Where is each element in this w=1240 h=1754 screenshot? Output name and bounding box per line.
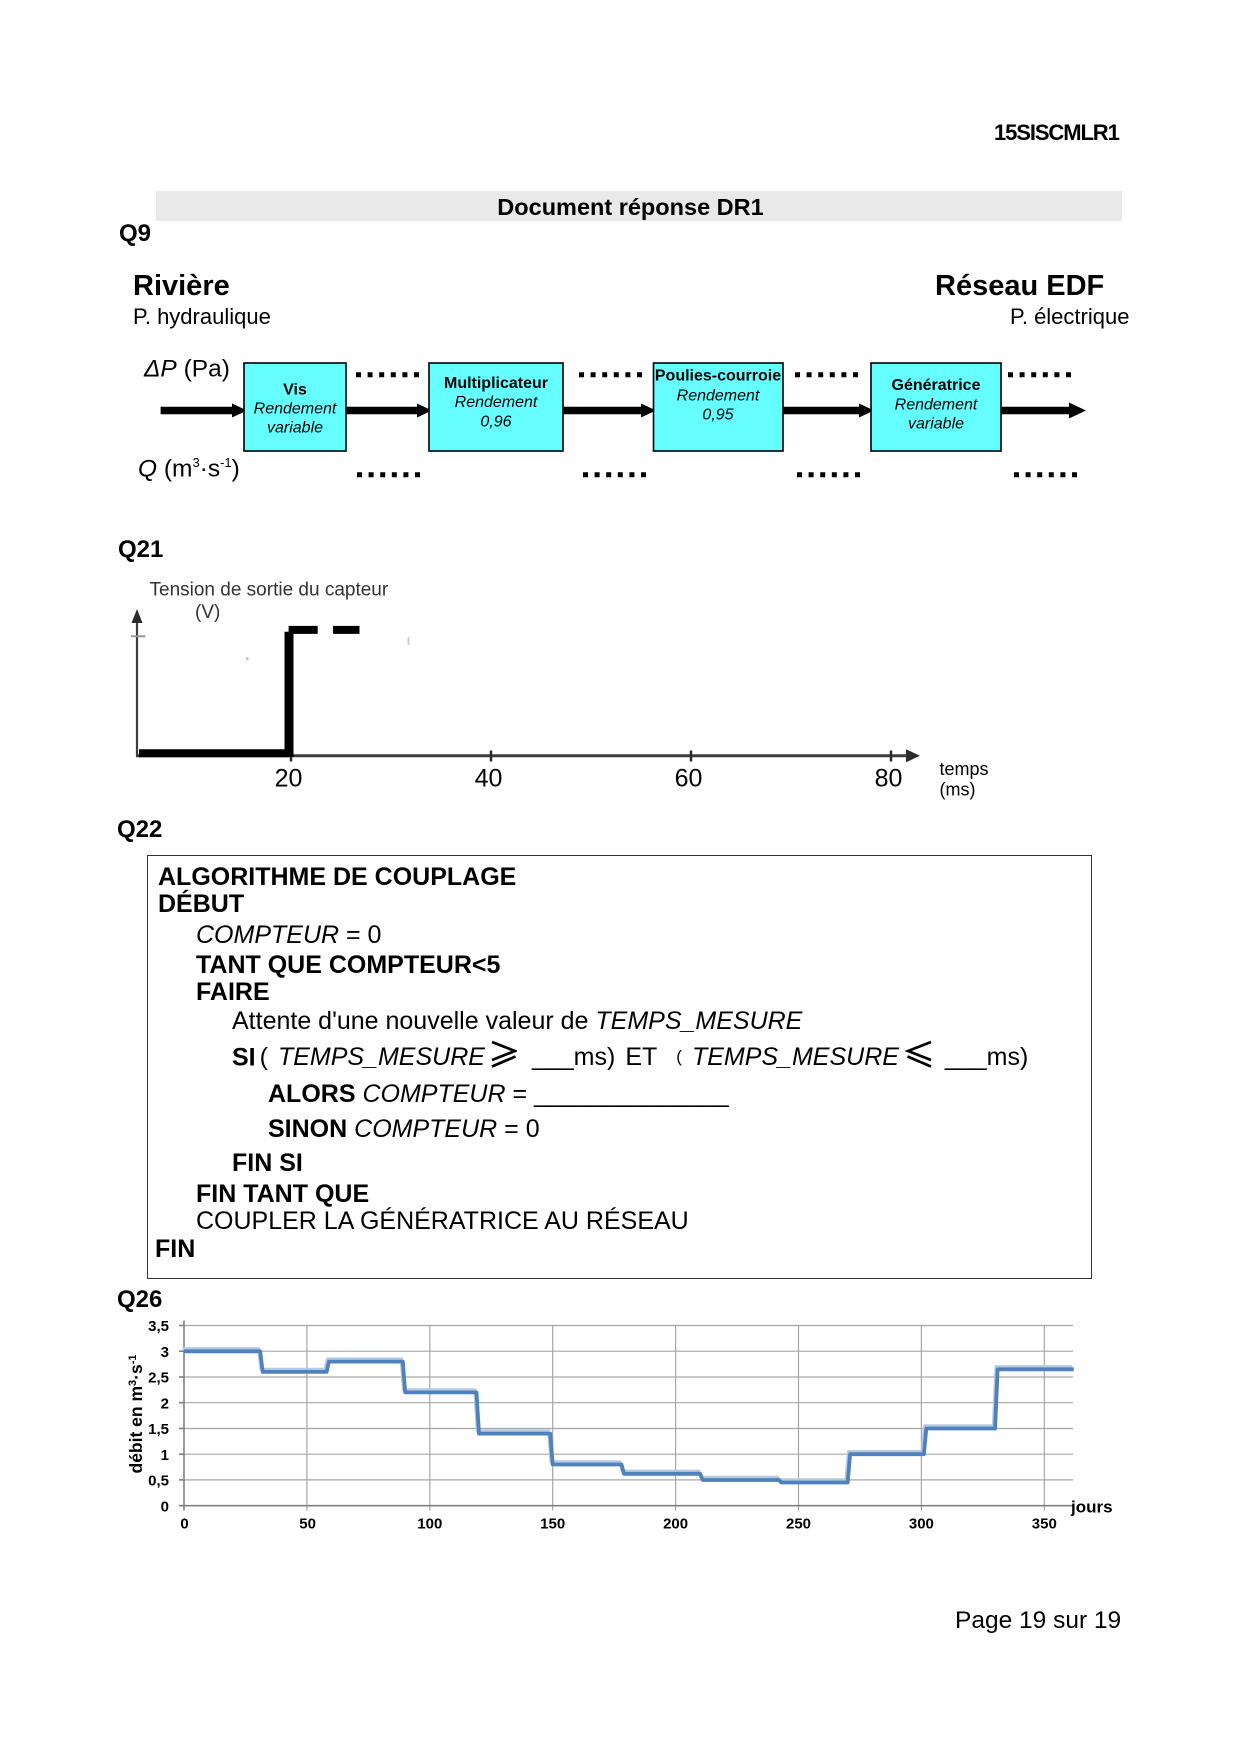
- svg-text:0,5: 0,5: [148, 1473, 169, 1490]
- svg-text:variable: variable: [908, 416, 964, 433]
- svg-text:3: 3: [161, 1344, 169, 1361]
- svg-text:100: 100: [417, 1516, 442, 1533]
- svg-text:0: 0: [180, 1516, 188, 1533]
- svg-text:Rendement: Rendement: [895, 397, 978, 414]
- svg-text:1,5: 1,5: [148, 1421, 169, 1438]
- svg-text:Rendement: Rendement: [677, 388, 760, 405]
- svg-text:(ms): (ms): [940, 780, 976, 800]
- svg-text:débit en m3·s-1: débit en m3·s-1: [126, 1355, 146, 1474]
- svg-text:2,5: 2,5: [148, 1370, 169, 1387]
- svg-text:300: 300: [909, 1516, 934, 1533]
- svg-text:Rendement: Rendement: [455, 394, 538, 411]
- svg-text:200: 200: [663, 1516, 688, 1533]
- svg-text:Multiplicateur: Multiplicateur: [444, 375, 548, 392]
- svg-text:Poulies-courroie: Poulies-courroie: [655, 368, 781, 385]
- svg-text:ΔP (Pa): ΔP (Pa): [143, 356, 230, 383]
- svg-text:temps: temps: [940, 759, 989, 779]
- svg-text:250: 250: [786, 1516, 811, 1533]
- svg-text:1: 1: [161, 1447, 169, 1464]
- svg-text:Q (m3·s-1): Q (m3·s-1): [138, 455, 240, 483]
- svg-text:60: 60: [675, 765, 703, 793]
- svg-text:40: 40: [475, 765, 503, 793]
- svg-text:150: 150: [540, 1516, 565, 1533]
- svg-text:variable: variable: [267, 420, 323, 437]
- svg-text:0,95: 0,95: [702, 407, 733, 424]
- svg-text:50: 50: [299, 1516, 316, 1533]
- svg-text:Tension de sortie du capteur: Tension de sortie du capteur: [150, 580, 389, 601]
- svg-text:20: 20: [275, 765, 303, 793]
- svg-text:80: 80: [875, 765, 903, 793]
- svg-text:Vis: Vis: [283, 382, 307, 399]
- svg-text:2: 2: [161, 1395, 169, 1412]
- svg-text:3,5: 3,5: [148, 1318, 169, 1335]
- svg-text:Rendement: Rendement: [254, 401, 337, 418]
- svg-text:350: 350: [1032, 1516, 1057, 1533]
- svg-text:Génératrice: Génératrice: [892, 377, 981, 394]
- svg-text:jours: jours: [1070, 1498, 1113, 1517]
- svg-text:(V): (V): [195, 602, 220, 623]
- svg-text:0: 0: [161, 1498, 169, 1515]
- svg-text:0,96: 0,96: [480, 414, 511, 431]
